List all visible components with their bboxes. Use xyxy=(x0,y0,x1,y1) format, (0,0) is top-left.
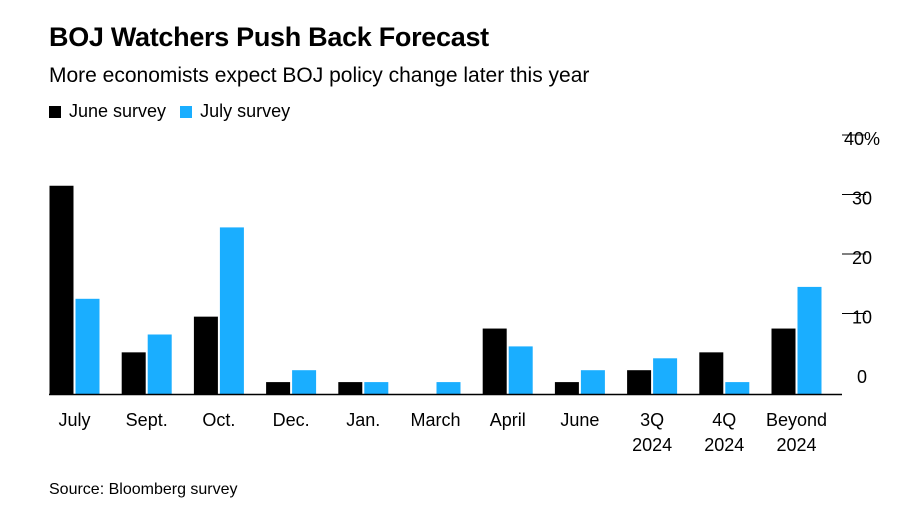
x-tick-label: Sept. xyxy=(126,410,168,430)
bar-june xyxy=(771,328,796,394)
legend-item-july: July survey xyxy=(180,101,290,122)
bar-june xyxy=(193,316,218,394)
x-tick-label: 2024 xyxy=(776,435,816,455)
x-tick-label: April xyxy=(490,410,526,430)
legend: June survey July survey xyxy=(49,101,304,122)
bar-july xyxy=(508,346,533,394)
chart-title: BOJ Watchers Push Back Forecast xyxy=(49,22,489,52)
x-tick-label: 2024 xyxy=(632,435,672,455)
bar-june xyxy=(49,185,74,394)
bar-june xyxy=(121,352,146,394)
x-tick-label: Oct. xyxy=(202,410,235,430)
x-tick-label: Dec. xyxy=(273,410,310,430)
bar-june xyxy=(627,370,652,394)
y-tick-label: 0 xyxy=(857,367,867,387)
y-tick-label: 20 xyxy=(852,248,872,268)
x-tick-label: 3Q xyxy=(640,410,664,430)
x-tick-label: Beyond xyxy=(766,410,827,430)
bar-july xyxy=(797,286,822,394)
x-tick-label: July xyxy=(58,410,90,430)
legend-swatch-july xyxy=(180,105,193,118)
bar-july xyxy=(653,358,678,394)
x-tick-label: 2024 xyxy=(704,435,744,455)
bar-june xyxy=(699,352,724,394)
legend-label-june: June survey xyxy=(69,101,167,121)
bar-july xyxy=(364,382,389,394)
bar-july xyxy=(219,227,244,394)
bar-july xyxy=(436,382,461,394)
bar-july xyxy=(292,370,317,394)
x-tick-label: June xyxy=(560,410,599,430)
bar-june xyxy=(338,382,363,394)
legend-item-june: June survey xyxy=(49,101,166,122)
chart-subtitle: More economists expect BOJ policy change… xyxy=(49,64,590,87)
bar-june xyxy=(266,382,291,394)
bar-july xyxy=(725,382,750,394)
bar-july xyxy=(75,298,100,394)
bar-june xyxy=(482,328,507,394)
y-tick-label: 40% xyxy=(844,129,880,149)
x-tick-label: Jan. xyxy=(346,410,380,430)
bar-july xyxy=(580,370,605,394)
legend-swatch-june xyxy=(49,105,61,118)
y-tick-label: 10 xyxy=(852,308,872,328)
source-note: Source: Bloomberg survey xyxy=(49,481,238,498)
x-tick-label: March xyxy=(410,410,460,430)
legend-label-july: July survey xyxy=(200,101,291,121)
x-tick-label: 4Q xyxy=(712,410,736,430)
y-tick-label: 30 xyxy=(852,189,872,209)
bar-june xyxy=(554,382,579,394)
bar-july xyxy=(147,334,172,394)
